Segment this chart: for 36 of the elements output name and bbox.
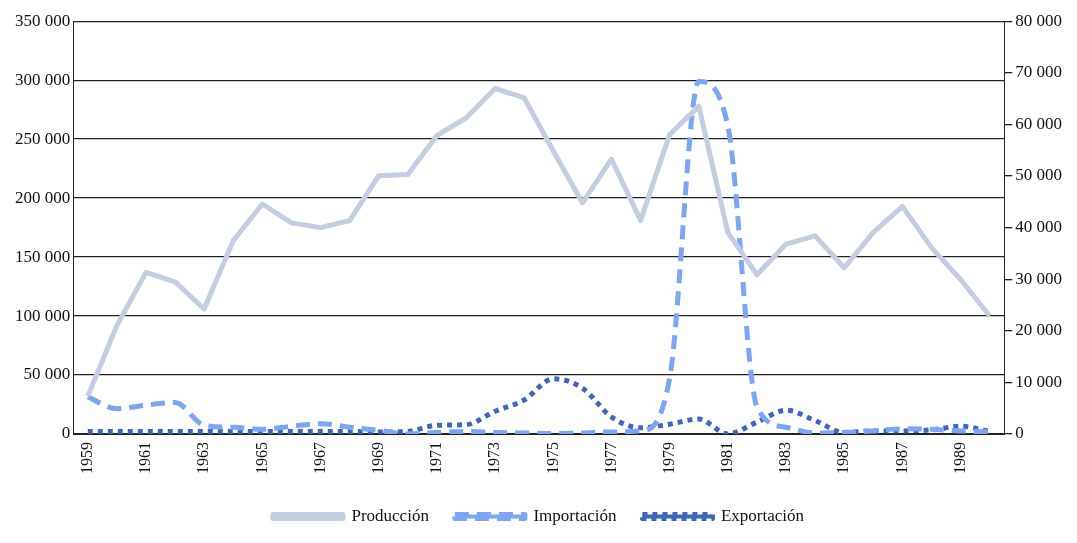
x-tick-label: 1977: [601, 442, 619, 474]
x-tick-label: 1987: [892, 442, 910, 474]
y-tick-label: 50 000: [23, 364, 71, 384]
y2-tick-label: 0: [1015, 423, 1024, 443]
x-tick-label: 1973: [485, 442, 503, 474]
x-tick-label: 1967: [310, 442, 328, 474]
x-tick-label: 1985: [834, 442, 852, 474]
y2-tick-label: 60 000: [1015, 113, 1062, 133]
y2-tick-label: 80 000: [1015, 10, 1062, 30]
y2-tick-label: 20 000: [1015, 320, 1062, 340]
legend-label: Producción: [351, 505, 430, 525]
x-tick-label: 1989: [950, 442, 968, 474]
y-tick-label: 0: [61, 423, 71, 443]
y2-tick-label: 70 000: [1015, 62, 1062, 82]
x-tick-label: 1959: [78, 442, 95, 474]
x-tick-label: 1979: [659, 442, 677, 474]
x-tick-label: 1971: [427, 442, 445, 474]
y-tick-label: 200 000: [15, 187, 71, 207]
x-tick-label: 1975: [543, 442, 561, 474]
legend-label: Importación: [533, 505, 617, 525]
y2-tick-label: 10 000: [1015, 371, 1062, 391]
x-tick-label: 1961: [136, 442, 154, 474]
y-tick-label: 350 000: [15, 10, 71, 30]
x-tick-label: 1981: [718, 442, 736, 474]
legend-label: Exportación: [720, 505, 805, 525]
y2-tick-label: 50 000: [1015, 165, 1062, 185]
y-tick-label: 300 000: [15, 69, 71, 89]
y-tick-label: 250 000: [15, 128, 71, 148]
x-tick-label: 1963: [194, 442, 212, 474]
y2-tick-label: 30 000: [1015, 268, 1062, 288]
y-tick-label: 100 000: [15, 305, 71, 325]
y2-tick-label: 40 000: [1015, 217, 1062, 237]
x-tick-label: 1983: [776, 442, 794, 474]
x-tick-label: 1969: [368, 442, 386, 474]
y-tick-label: 150 000: [15, 246, 71, 266]
x-tick-label: 1965: [252, 442, 270, 474]
